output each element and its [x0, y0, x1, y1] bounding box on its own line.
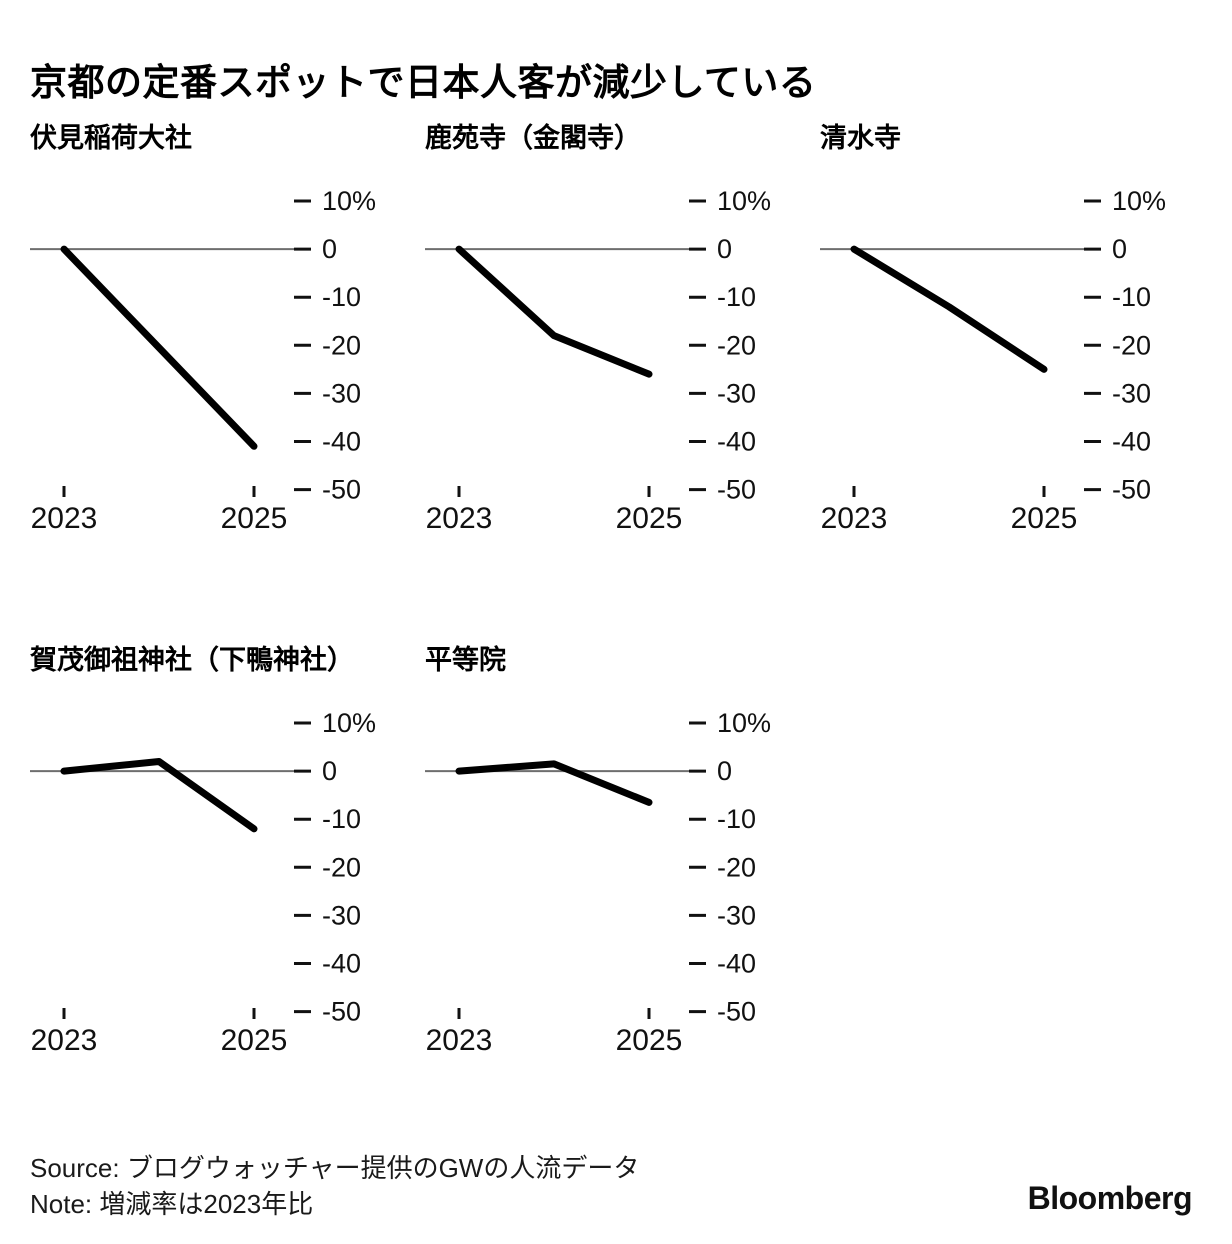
x-tick-label: 2025	[221, 1024, 288, 1057]
page-title: 京都の定番スポットで日本人客が減少している	[30, 61, 817, 103]
data-line	[850, 245, 1048, 373]
chart-panel-byodoin: 平等院 10% 0 -10 -20 -30 -40 -50 2023 2025	[425, 643, 815, 1063]
y-tick-label: -10	[322, 804, 361, 834]
y-tick-label: -10	[717, 804, 756, 834]
chart-title: 賀茂御祖神社（下鴨神社）	[30, 645, 354, 675]
y-tick-label: -40	[717, 949, 756, 979]
y-tick-label: 0	[717, 756, 732, 786]
footer: Source: ブログウォッチャー提供のGWの人流データ Note: 増減率は2…	[30, 1150, 830, 1222]
data-line	[455, 760, 653, 806]
y-tick-label: -30	[717, 900, 756, 930]
y-tick-label: -40	[717, 427, 756, 457]
y-tick-label: -40	[1112, 427, 1151, 457]
y-tick-label: -20	[322, 330, 361, 360]
y-tick-label: -50	[1112, 475, 1151, 505]
chart-canvas: 10% 0 -10 -20 -30 -40 -50 2023 2025	[425, 186, 771, 535]
y-tick-label: 0	[1112, 234, 1127, 264]
chart-panel-kiyomizudera: 清水寺 10% 0 -10 -20 -30 -40 -50 2023 2025	[820, 121, 1210, 541]
y-tick-label: -50	[717, 475, 756, 505]
chart-canvas: 10% 0 -10 -20 -30 -40 -50 2023 2025	[820, 186, 1166, 535]
y-tick-label: -40	[322, 427, 361, 457]
y-tick-label: 10%	[322, 708, 376, 738]
data-line	[455, 245, 653, 378]
y-tick-label: -20	[717, 330, 756, 360]
line-chart: 10% 0 -10 -20 -30 -40 -50 2023 2025	[30, 183, 415, 541]
chart-canvas: 10% 0 -10 -20 -30 -40 -50 2023 2025	[30, 186, 376, 535]
y-tick-label: -20	[322, 852, 361, 882]
y-tick-label: -10	[322, 282, 361, 312]
y-tick-label: -30	[322, 900, 361, 930]
line-chart: 10% 0 -10 -20 -30 -40 -50 2023 2025	[820, 183, 1205, 541]
line-chart: 10% 0 -10 -20 -30 -40 -50 2023 2025	[425, 705, 810, 1063]
y-tick-label: 10%	[717, 186, 771, 216]
x-tick-label: 2023	[31, 1024, 98, 1057]
chart-canvas: 10% 0 -10 -20 -30 -40 -50 2023 2025	[425, 708, 771, 1057]
x-tick-label: 2023	[426, 502, 493, 535]
x-tick-label: 2025	[1011, 502, 1078, 535]
x-tick-label: 2023	[821, 502, 888, 535]
y-tick-label: -10	[717, 282, 756, 312]
y-tick-label: -50	[717, 997, 756, 1027]
bloomberg-logo: Bloomberg	[1027, 1180, 1193, 1216]
y-tick-label: -30	[717, 378, 756, 408]
y-tick-label: -20	[717, 852, 756, 882]
y-tick-label: -40	[322, 949, 361, 979]
y-tick-label: -50	[322, 475, 361, 505]
methodology-note: Note: 増減率は2023年比	[30, 1189, 314, 1219]
source-note: Source: ブログウォッチャー提供のGWの人流データ	[30, 1153, 640, 1183]
y-tick-label: -30	[1112, 378, 1151, 408]
y-tick-label: 10%	[717, 708, 771, 738]
y-tick-label: -50	[322, 997, 361, 1027]
chart-title: 鹿苑寺（金閣寺）	[425, 123, 641, 153]
y-tick-label: 0	[322, 234, 337, 264]
y-tick-label: -30	[322, 378, 361, 408]
chart-panel-fushimi-inari: 伏見稲荷大社 10% 0 -10 -20 -30 -40 -50 2023 2025	[30, 121, 420, 541]
data-line	[60, 757, 258, 833]
x-tick-label: 2025	[616, 502, 683, 535]
y-tick-label: 0	[717, 234, 732, 264]
chart-title: 平等院	[425, 645, 506, 675]
chart-title: 伏見稲荷大社	[30, 123, 192, 153]
x-tick-label: 2025	[221, 502, 288, 535]
chart-panel-shimogamo: 賀茂御祖神社（下鴨神社） 10% 0 -10 -20 -30 -40 -50 2023 2025	[30, 643, 420, 1063]
x-tick-label: 2023	[426, 1024, 493, 1057]
x-tick-label: 2025	[616, 1024, 683, 1057]
chart-title: 清水寺	[820, 123, 901, 153]
y-tick-label: 0	[322, 756, 337, 786]
data-line	[60, 245, 258, 450]
x-tick-label: 2023	[31, 502, 98, 535]
y-tick-label: -20	[1112, 330, 1151, 360]
y-tick-label: 10%	[1112, 186, 1166, 216]
line-chart: 10% 0 -10 -20 -30 -40 -50 2023 2025	[30, 705, 415, 1063]
y-tick-label: 10%	[322, 186, 376, 216]
line-chart: 10% 0 -10 -20 -30 -40 -50 2023 2025	[425, 183, 810, 541]
chart-panel-kinkakuji: 鹿苑寺（金閣寺） 10% 0 -10 -20 -30 -40 -50 2023 2025	[425, 121, 815, 541]
y-tick-label: -10	[1112, 282, 1151, 312]
chart-canvas: 10% 0 -10 -20 -30 -40 -50 2023 2025	[30, 708, 376, 1057]
